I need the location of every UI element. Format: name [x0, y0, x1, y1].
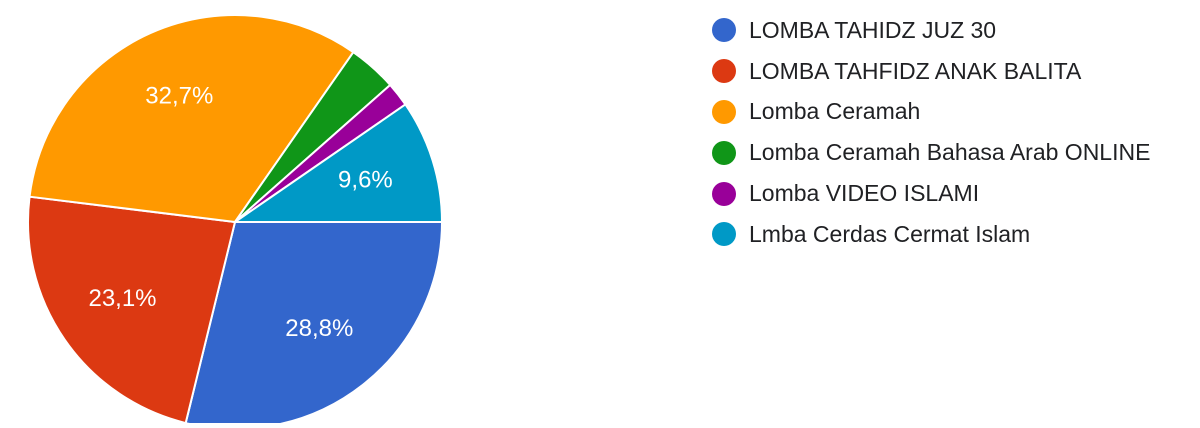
legend-label: Lmba Cerdas Cermat Islam — [749, 220, 1031, 247]
legend: LOMBA TAHIDZ JUZ 30 LOMBA TAHFIDZ ANAK BA… — [712, 10, 1200, 255]
legend-label: Lomba Ceramah — [749, 98, 921, 125]
slice-value-label: 32,7% — [145, 83, 213, 110]
legend-label: Lomba Ceramah Bahasa Arab ONLINE — [749, 139, 1151, 166]
legend-swatch — [712, 18, 736, 43]
legend-item-2: LOMBA TAHFIDZ ANAK BALITA — [712, 51, 1200, 92]
legend-swatch — [712, 222, 736, 247]
legend-label: LOMBA TAHIDZ JUZ 30 — [749, 16, 997, 43]
legend-swatch — [712, 59, 736, 84]
legend-item-1: LOMBA TAHIDZ JUZ 30 — [712, 10, 1200, 51]
pie-slice-3 — [28, 14, 355, 223]
legend-label: Lomba VIDEO ISLAMI — [749, 180, 980, 207]
pie-slice-2 — [27, 195, 236, 425]
slice-value-label: 23,1% — [88, 285, 156, 312]
pie-slice-1 — [184, 221, 443, 428]
legend-item-6: Lmba Cerdas Cermat Islam — [712, 214, 1200, 255]
legend-item-4: Lomba Ceramah Bahasa Arab ONLINE — [712, 132, 1200, 173]
pie-svg: 28,8% 23,1% 32,7% 9,6% — [27, 14, 443, 428]
legend-item-5: Lomba VIDEO ISLAMI — [712, 173, 1200, 214]
legend-swatch — [712, 99, 736, 124]
slice-value-label: 28,8% — [285, 315, 353, 342]
legend-swatch — [712, 181, 736, 206]
legend-swatch — [712, 140, 736, 165]
legend-item-3: Lomba Ceramah — [712, 92, 1200, 133]
pie-slice-6 — [234, 103, 443, 223]
legend-label: LOMBA TAHFIDZ ANAK BALITA — [749, 57, 1082, 84]
slice-value-label: 9,6% — [338, 167, 393, 194]
